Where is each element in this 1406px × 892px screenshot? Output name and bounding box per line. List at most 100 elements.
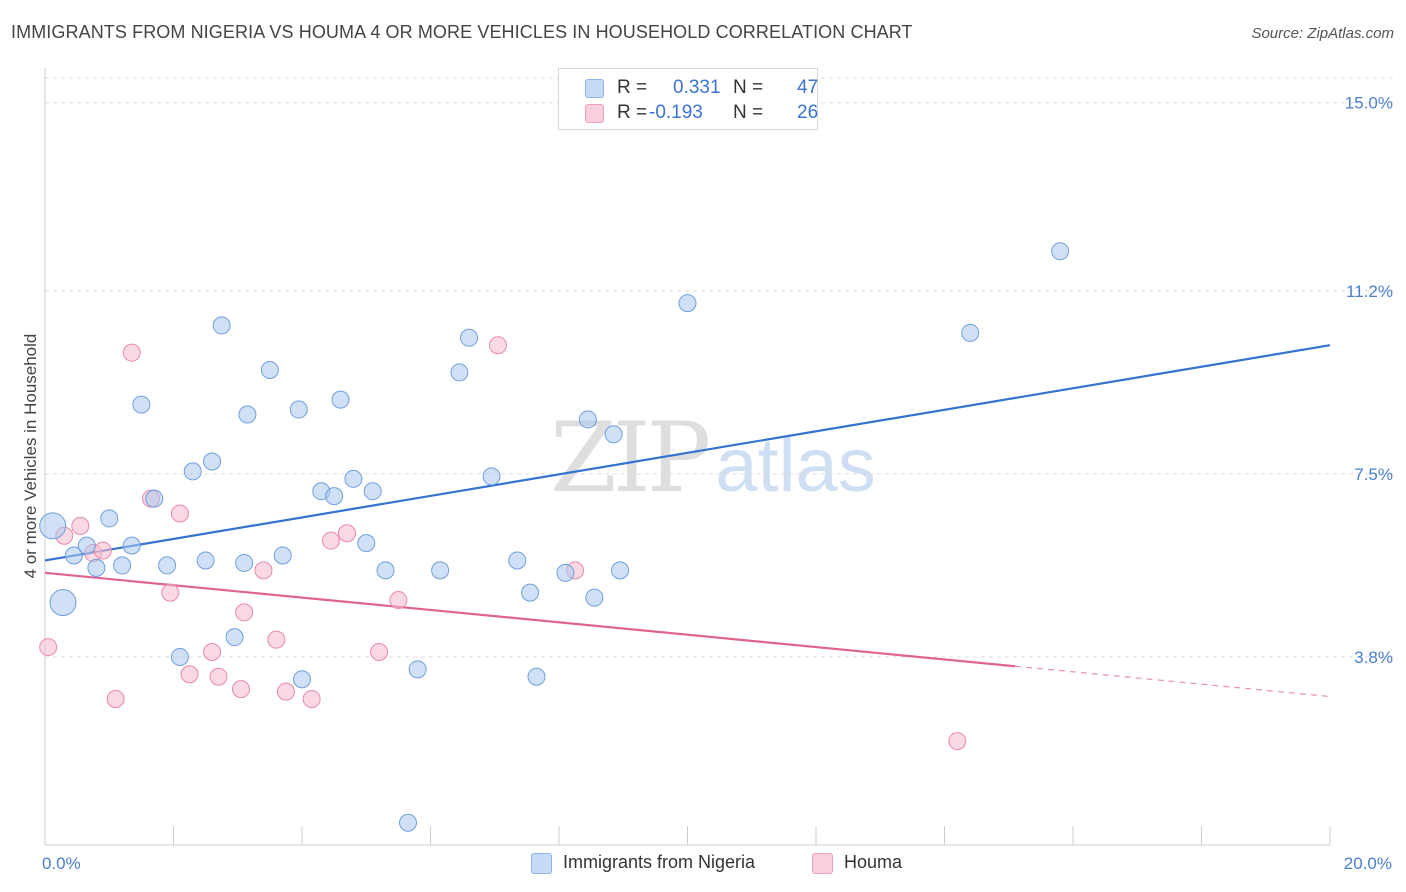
point-nigeria	[183, 462, 202, 481]
point-nigeria	[235, 553, 254, 572]
point-houma	[106, 690, 125, 709]
point-nigeria	[158, 556, 177, 575]
legend-r-value: 0.331	[673, 77, 721, 98]
point-houma	[267, 630, 286, 649]
point-houma	[302, 690, 321, 709]
y-tick-label: 3.8%	[1354, 648, 1393, 667]
trend-lines	[44, 344, 1331, 698]
y-axis-label: 4 or more Vehicles in Household	[21, 334, 40, 579]
point-nigeria	[450, 363, 469, 382]
legend-n-value: 47	[797, 77, 819, 98]
legend-r-value: -0.193	[649, 102, 703, 123]
trend-line-nigeria	[44, 344, 1331, 562]
watermark-atlas: atlas	[715, 423, 876, 508]
point-nigeria	[77, 536, 96, 555]
series-label-nigeria: Immigrants from Nigeria	[563, 852, 756, 872]
point-houma	[370, 643, 389, 662]
point-houma	[209, 667, 228, 686]
point-nigeria	[482, 467, 501, 486]
point-nigeria	[293, 670, 311, 689]
point-nigeria	[556, 563, 575, 582]
point-houma	[170, 504, 189, 523]
point-houma	[231, 680, 250, 699]
legend-n-label: N =	[733, 77, 764, 98]
point-nigeria	[585, 588, 604, 607]
point-houma	[948, 732, 967, 751]
point-nigeria	[678, 294, 697, 313]
chart-title: IMMIGRANTS FROM NIGERIA VS HOUMA 4 OR MO…	[11, 22, 913, 42]
point-nigeria	[170, 647, 189, 666]
point-houma	[276, 682, 295, 701]
point-nigeria	[357, 534, 376, 553]
point-nigeria	[331, 390, 350, 409]
trend-extension-houma	[1015, 665, 1331, 698]
legend-swatch-houma	[585, 104, 604, 123]
trend-line-houma	[44, 571, 1016, 668]
point-nigeria	[376, 561, 395, 580]
series-swatch-houma	[812, 853, 833, 874]
point-houma	[254, 561, 273, 580]
point-houma	[235, 603, 254, 622]
data-points	[39, 242, 1070, 832]
point-nigeria	[39, 512, 67, 540]
point-houma	[321, 531, 340, 550]
point-nigeria	[260, 360, 279, 379]
series-label-houma: Houma	[844, 852, 903, 872]
point-nigeria	[460, 328, 479, 347]
point-nigeria	[508, 551, 527, 570]
point-nigeria	[238, 405, 257, 424]
point-nigeria	[122, 536, 141, 555]
point-houma	[389, 591, 408, 610]
point-houma	[337, 524, 356, 543]
point-nigeria	[64, 546, 83, 565]
point-nigeria	[225, 628, 244, 647]
point-nigeria	[961, 323, 980, 342]
point-nigeria	[1051, 242, 1070, 261]
point-nigeria	[289, 400, 308, 419]
point-nigeria	[408, 660, 427, 679]
watermark: ZIP atlas	[550, 402, 876, 514]
point-houma	[488, 336, 507, 355]
point-nigeria	[431, 561, 450, 580]
watermark-zip: ZIP	[550, 402, 711, 514]
tick-labels: 3.8% 7.5% 11.2% 15.0% 0.0% 20.0%	[42, 94, 1393, 873]
point-nigeria	[399, 813, 418, 832]
source-credit: Source: ZipAtlas.com	[1251, 25, 1394, 42]
x-tick-label: 0.0%	[42, 854, 81, 873]
point-nigeria	[203, 452, 222, 471]
correlation-legend: R = 0.331 N = 47 R = -0.193 N = 26	[558, 68, 818, 130]
point-houma	[71, 516, 90, 535]
axes	[44, 68, 1331, 846]
y-tick-label: 11.2%	[1346, 282, 1393, 301]
point-houma	[122, 343, 141, 362]
legend-n-value: 26	[797, 102, 819, 123]
point-nigeria	[527, 667, 546, 686]
point-nigeria	[49, 589, 77, 617]
point-nigeria	[363, 482, 382, 501]
legend-n-label: N =	[733, 102, 764, 123]
point-houma	[203, 643, 222, 662]
point-nigeria	[196, 551, 215, 570]
point-houma	[161, 583, 180, 602]
point-nigeria	[87, 558, 106, 577]
point-houma	[93, 541, 112, 560]
point-nigeria	[132, 395, 151, 414]
point-nigeria	[521, 583, 540, 602]
point-nigeria	[604, 425, 623, 444]
point-houma	[180, 665, 199, 684]
series-swatch-nigeria	[531, 853, 552, 874]
point-nigeria	[344, 469, 363, 488]
y-tick-label: 7.5%	[1354, 465, 1393, 484]
point-nigeria	[100, 509, 119, 528]
point-nigeria	[212, 316, 231, 335]
point-nigeria	[611, 561, 630, 580]
point-nigeria	[145, 489, 164, 508]
point-nigeria	[325, 487, 344, 506]
point-nigeria	[578, 410, 597, 429]
y-tick-label: 15.0%	[1345, 94, 1393, 113]
legend-r-label: R =	[617, 102, 648, 123]
x-tick-label: 20.0%	[1344, 854, 1392, 873]
legend-r-label: R =	[617, 77, 648, 98]
point-houma	[39, 638, 58, 657]
